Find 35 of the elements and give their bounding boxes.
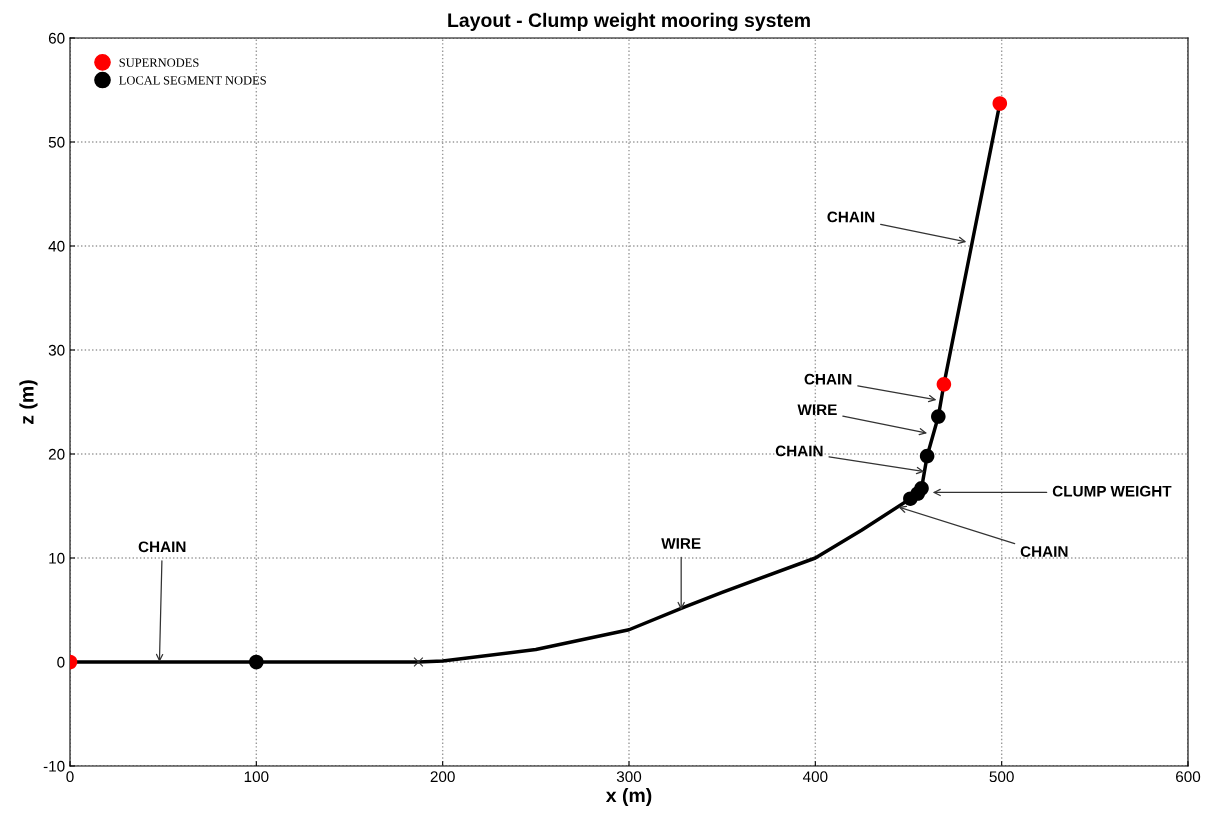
y-tick-label: 10 (49, 552, 65, 564)
point (249, 654, 264, 670)
y-tick-label: -10 (43, 760, 65, 772)
annotation: WIRE (797, 404, 837, 415)
legend-label: LOCAL SEGMENT NODES (119, 76, 266, 85)
annotation: WIRE (661, 538, 701, 549)
annotation: CHAIN (1020, 546, 1068, 557)
point (992, 96, 1008, 111)
chart-title: Layout - Clump weight mooring system (448, 12, 810, 32)
y-axis-title: z (m) (19, 380, 38, 424)
x-tick-label: 300 (616, 771, 642, 783)
annotation: CHAIN (804, 373, 852, 385)
y-tick-label: 40 (48, 240, 65, 252)
x-tick-label: 100 (244, 771, 269, 783)
point (914, 481, 929, 496)
x-axis-title: x (m) (605, 787, 652, 807)
y-tick-label: 0 (57, 656, 65, 668)
annotation: CHAIN (775, 445, 823, 457)
annotation: CHAIN (827, 211, 875, 223)
x-tick-label: 500 (989, 771, 1014, 783)
x-tick-label: 600 (1176, 771, 1201, 783)
point (931, 409, 946, 424)
y-tick-label: 50 (48, 136, 65, 148)
annotation: CLUMP WEIGHT (1052, 485, 1172, 497)
legend-label: SUPERNODES (119, 58, 199, 67)
y-tick-label: 60 (48, 32, 65, 44)
x-tick-label: 400 (802, 771, 828, 783)
point (936, 377, 952, 392)
point (919, 448, 935, 464)
x-tick-label: 200 (430, 771, 455, 783)
annotation: CHAIN (138, 541, 186, 553)
y-tick-label: 30 (48, 344, 65, 356)
x-tick-label: 0 (66, 771, 74, 783)
point (413, 657, 424, 667)
y-tick-label: 20 (48, 448, 65, 460)
